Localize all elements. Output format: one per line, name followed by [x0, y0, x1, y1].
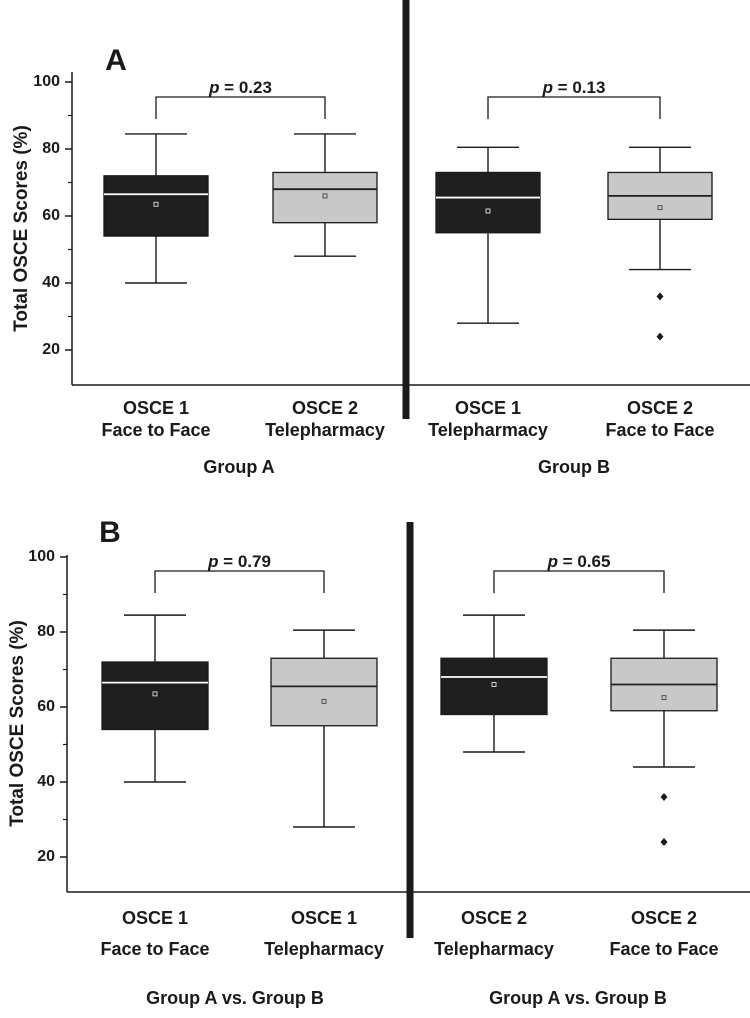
mean-marker — [657, 205, 663, 211]
y-tick-label: 40 — [37, 773, 55, 790]
iqr-box — [270, 657, 378, 727]
outlier-point — [660, 793, 668, 801]
significance-bracket — [487, 96, 661, 119]
p-value-label: p = 0.65 — [547, 552, 611, 571]
category-label-line2: Face to Face — [609, 939, 718, 959]
y-axis-label: Total OSCE Scores (%) — [11, 125, 32, 332]
panel-b: B Total OSCE Scores (%) 20 40 60 80 100 p = 0.7… — [7, 516, 750, 1008]
y-tick-label: 60 — [37, 698, 55, 715]
panel-label: A — [105, 44, 127, 77]
category-label-line2: Face to Face — [605, 420, 714, 440]
category-label-line1: OSCE 1 — [291, 908, 357, 928]
category-label-line2: Telepharmacy — [428, 420, 548, 440]
mean-marker — [485, 208, 491, 214]
iqr-box — [435, 171, 541, 234]
outlier-point — [656, 332, 664, 341]
y-tick-label: 40 — [42, 274, 60, 291]
p-value-label: p = 0.23 — [208, 78, 272, 97]
group-label: Group A vs. Group B — [146, 988, 324, 1008]
category-label-line1: OSCE 2 — [461, 908, 527, 928]
significance-bracket — [154, 570, 325, 593]
p-value-label: p = 0.79 — [207, 552, 271, 571]
p-value-label: p = 0.13 — [542, 78, 606, 97]
y-tick-label: 100 — [28, 548, 55, 565]
outlier-point — [660, 838, 668, 846]
significance-bracket — [493, 570, 665, 593]
y-axis-label: Total OSCE Scores (%) — [7, 620, 28, 827]
y-tick-label: 100 — [33, 73, 60, 90]
p-value-text: = 0.79 — [218, 552, 270, 571]
group-label: Group A — [203, 457, 274, 477]
group-label: Group B — [538, 457, 610, 477]
mean-marker — [321, 698, 327, 704]
y-tick-label: 80 — [42, 140, 60, 157]
panel-label: B — [99, 516, 121, 549]
outlier-point — [656, 292, 664, 301]
y-tick-label: 20 — [37, 848, 55, 865]
mean-marker — [322, 193, 328, 199]
p-symbol: p — [547, 552, 558, 571]
panel-a: A Total OSCE Scores (%) 20 40 60 80 100 p = 0.2… — [11, 0, 750, 477]
mean-marker — [153, 201, 159, 207]
mean-marker — [491, 682, 497, 687]
category-label-line1: OSCE 1 — [123, 398, 189, 418]
category-label-line1: OSCE 2 — [627, 398, 693, 418]
p-value-text: = 0.65 — [558, 552, 610, 571]
category-label-line2: Telepharmacy — [264, 939, 384, 959]
p-value-text: = 0.13 — [553, 78, 605, 97]
p-symbol: p — [207, 552, 218, 571]
category-label-line2: Telepharmacy — [434, 939, 554, 959]
category-label-line1: OSCE 2 — [292, 398, 358, 418]
group-label: Group A vs. Group B — [489, 988, 667, 1008]
category-label-line2: Face to Face — [101, 420, 210, 440]
mean-marker — [661, 695, 667, 701]
p-symbol: p — [208, 78, 219, 97]
category-label-line1: OSCE 1 — [122, 908, 188, 928]
category-label-line2: Face to Face — [100, 939, 209, 959]
category-label-line1: OSCE 1 — [455, 398, 521, 418]
mean-marker — [152, 691, 158, 697]
p-symbol: p — [542, 78, 553, 97]
y-tick-label: 60 — [42, 207, 60, 224]
category-label-line1: OSCE 2 — [631, 908, 697, 928]
category-label-line2: Telepharmacy — [265, 420, 385, 440]
significance-bracket — [155, 96, 326, 119]
y-tick-label: 80 — [37, 623, 55, 640]
y-tick-label: 20 — [42, 341, 60, 358]
p-value-text: = 0.23 — [219, 78, 271, 97]
